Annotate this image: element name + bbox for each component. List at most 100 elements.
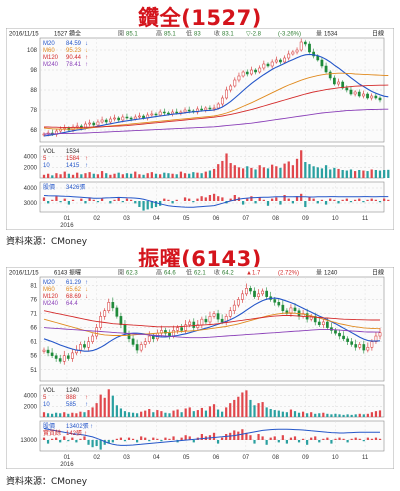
volume-bar (208, 406, 212, 417)
candle-body (103, 310, 107, 317)
chip-bar (250, 196, 253, 201)
candle-body (273, 299, 277, 303)
chip-bar (183, 197, 187, 201)
candle-body (362, 344, 366, 351)
volume-bar (79, 411, 82, 417)
volume-bar (167, 173, 170, 178)
candle-body (245, 287, 248, 295)
chip-bar (200, 196, 203, 201)
candle-body (150, 113, 154, 116)
volume-bar (333, 167, 336, 178)
volume-bar (277, 410, 280, 417)
volume-bar (349, 169, 353, 178)
chip-bar (129, 199, 133, 201)
volume-bar (192, 172, 195, 178)
ma-legend-name: M60 (43, 287, 55, 293)
volume-bar (123, 411, 127, 417)
volume-bar (144, 410, 147, 417)
candle-body (324, 65, 328, 73)
chip-bar (171, 201, 174, 204)
chip-bar (330, 440, 333, 444)
volume-bar (134, 171, 137, 178)
candle-body (183, 109, 187, 113)
volume-bar (63, 171, 66, 178)
x-tick-label: 08 (272, 216, 279, 222)
volume-bar (358, 413, 361, 417)
chip-bar (329, 198, 332, 201)
volume-bar (370, 412, 374, 417)
chip-bar (71, 199, 75, 201)
chip-bar (374, 437, 378, 440)
chip-bar (160, 440, 163, 442)
volume-bar (378, 410, 382, 417)
chip-bar (167, 199, 170, 201)
chip-bar (334, 438, 337, 440)
volume-bar (293, 411, 297, 417)
volume-bar (318, 413, 321, 417)
volume-bar (188, 407, 191, 417)
ma-legend-arrow: ↓ (85, 48, 88, 54)
stock-chart-panel-6143: 2016/11/15 6143 振曜 開 62.3 高 64.6 低 62.1 收 64.2 ▲1.… (5, 266, 395, 470)
volume-bar (362, 170, 365, 178)
chip-bar (67, 201, 71, 205)
chip-bar (156, 438, 159, 440)
volume-bar (46, 413, 50, 417)
header-close-label: 收 (214, 269, 220, 277)
candle-body (62, 355, 66, 362)
chip-bar (119, 437, 123, 440)
volume-bar (91, 407, 94, 417)
volume-legend-name: VOL (43, 149, 56, 155)
volume-bar (109, 174, 112, 178)
ma-legend-value: 78.41 (66, 62, 82, 68)
volume-bar (160, 411, 163, 417)
candle-body (270, 61, 274, 67)
candle-body (326, 321, 329, 328)
volume-bar (212, 168, 216, 178)
chip-bar (184, 435, 187, 440)
chip-legend-value: 13402張 (66, 423, 89, 430)
volume-bar (176, 409, 179, 417)
candle-body (50, 352, 54, 356)
chip-bar (154, 201, 158, 207)
volume-bar (121, 174, 124, 178)
volume-bar (362, 414, 365, 417)
volume-bar (179, 171, 183, 178)
volume-bar (95, 403, 98, 417)
chip-bar (95, 440, 98, 446)
volume-bar (171, 173, 174, 178)
candle-body (208, 316, 212, 323)
x-tick-label: 11 (362, 216, 369, 222)
candle-body (176, 327, 179, 331)
candle-body (92, 122, 96, 126)
candle-body (228, 310, 232, 317)
chip-bar (192, 201, 195, 203)
volume-bar (233, 399, 236, 417)
ma-legend-value: 95.23 (66, 48, 82, 54)
x-tick-label: 10 (332, 216, 339, 222)
volume-bar (326, 413, 329, 417)
x-tick-label: 06 (213, 455, 220, 461)
volume-bar (281, 411, 284, 417)
chip-bar (63, 198, 66, 201)
chip-bar (55, 196, 58, 201)
header-high-value: 85.1 (164, 32, 176, 38)
volume-tick-label: 4000 (24, 394, 38, 400)
volume-bar (67, 413, 70, 417)
candle-body (175, 111, 179, 114)
volume-bar (258, 165, 261, 178)
volume-bar (83, 412, 86, 417)
chip-bar (326, 437, 329, 440)
price-tick-label: 61 (30, 340, 37, 346)
candle-body (253, 290, 256, 297)
candle-body (257, 293, 260, 297)
volume-bar (346, 414, 349, 417)
chip-bar (285, 440, 288, 444)
candle-body (46, 349, 50, 354)
chip-bar (152, 437, 155, 440)
chip-bar (204, 197, 207, 201)
volume-bar (117, 172, 120, 178)
x-tick-label: 03 (123, 455, 130, 461)
volume-bar (334, 413, 337, 417)
ma-line-m60 (43, 312, 381, 336)
candle-body (328, 71, 332, 79)
